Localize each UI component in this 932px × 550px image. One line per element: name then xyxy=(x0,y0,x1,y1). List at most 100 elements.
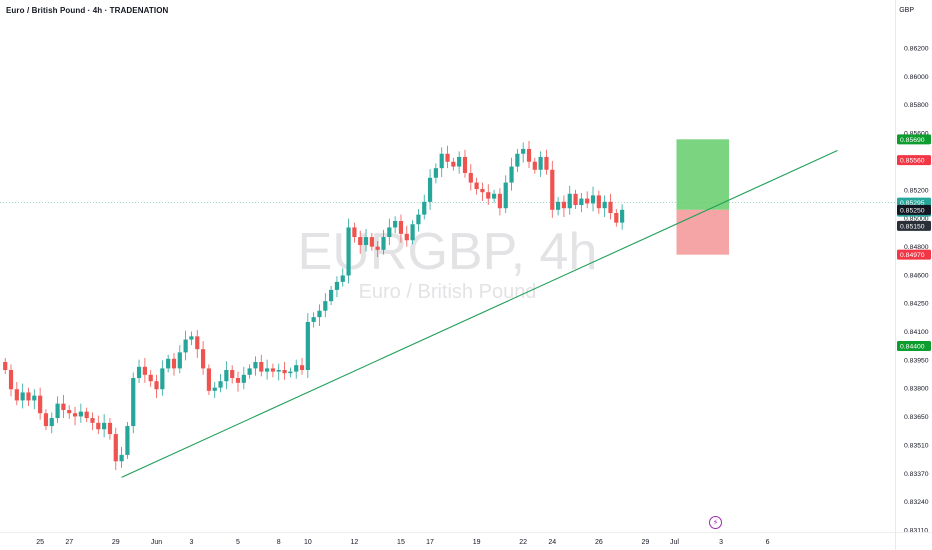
candle-body[interactable] xyxy=(381,237,386,250)
candle-body[interactable] xyxy=(358,237,363,246)
candle-body[interactable] xyxy=(317,310,322,318)
candle-body[interactable] xyxy=(486,192,491,199)
candle-body[interactable] xyxy=(84,411,89,419)
currency-label[interactable]: GBP xyxy=(899,7,914,14)
candle-body[interactable] xyxy=(614,213,619,223)
candle-body[interactable] xyxy=(72,413,78,417)
economic-event-icon[interactable]: ⚡ xyxy=(709,516,722,529)
candle-body[interactable] xyxy=(177,352,182,369)
stop-loss-zone[interactable] xyxy=(676,209,730,255)
candle-body[interactable] xyxy=(468,172,473,183)
candle-body[interactable] xyxy=(445,153,450,162)
candle-body[interactable] xyxy=(556,201,561,210)
candle-body[interactable] xyxy=(171,358,177,369)
candle-body[interactable] xyxy=(160,368,165,390)
candle-body[interactable] xyxy=(212,387,217,391)
candle-body[interactable] xyxy=(422,201,427,215)
candle-body[interactable] xyxy=(457,156,462,167)
candle-body[interactable] xyxy=(329,289,334,302)
candle-body[interactable] xyxy=(43,413,49,427)
candle-body[interactable] xyxy=(259,361,264,372)
candle-body[interactable] xyxy=(206,368,211,391)
candle-body[interactable] xyxy=(620,209,625,223)
candle-body[interactable] xyxy=(131,378,136,427)
candle-body[interactable] xyxy=(49,418,54,427)
candle-body[interactable] xyxy=(265,368,270,372)
candle-body[interactable] xyxy=(590,195,596,204)
candle-body[interactable] xyxy=(305,321,310,370)
candle-body[interactable] xyxy=(311,317,316,322)
candle-body[interactable] xyxy=(195,336,200,350)
candle-body[interactable] xyxy=(224,370,229,382)
candle-body[interactable] xyxy=(235,378,241,383)
candle-body[interactable] xyxy=(96,422,101,430)
candle-body[interactable] xyxy=(579,198,584,206)
candle-body[interactable] xyxy=(410,224,415,241)
candle-body[interactable] xyxy=(503,182,508,209)
candle-body[interactable] xyxy=(67,410,72,414)
candle-body[interactable] xyxy=(218,381,223,388)
price-badge-black[interactable] xyxy=(897,204,931,215)
candle-body[interactable] xyxy=(608,201,613,214)
candle-body[interactable] xyxy=(387,227,392,238)
candle-body[interactable] xyxy=(573,193,578,206)
candle-body[interactable] xyxy=(200,349,206,369)
candle-body[interactable] xyxy=(20,392,25,401)
candle-body[interactable] xyxy=(515,153,520,167)
candle-body[interactable] xyxy=(113,434,118,462)
price-badge-stop[interactable] xyxy=(897,155,931,166)
candle-body[interactable] xyxy=(148,374,153,382)
candle-body[interactable] xyxy=(38,395,43,414)
candle-body[interactable] xyxy=(532,161,537,170)
candle-body[interactable] xyxy=(125,426,130,455)
candle-body[interactable] xyxy=(439,153,444,169)
candle-body[interactable] xyxy=(550,169,555,210)
candle-body[interactable] xyxy=(346,227,351,276)
candle-body[interactable] xyxy=(340,275,345,282)
candle-body[interactable] xyxy=(90,418,95,423)
candle-body[interactable] xyxy=(462,156,468,173)
candle-body[interactable] xyxy=(107,422,113,435)
candle-body[interactable] xyxy=(247,368,252,375)
candle-body[interactable] xyxy=(189,336,194,340)
candle-body[interactable] xyxy=(363,237,369,246)
candle-body[interactable] xyxy=(183,339,188,353)
candle-body[interactable] xyxy=(119,454,124,462)
candle-body[interactable] xyxy=(497,193,502,209)
candle-body[interactable] xyxy=(55,403,60,419)
candle-body[interactable] xyxy=(602,201,607,209)
candle-body[interactable] xyxy=(544,156,549,170)
candle-body[interactable] xyxy=(369,237,374,247)
candle-body[interactable] xyxy=(474,182,479,189)
candle-body[interactable] xyxy=(8,370,14,390)
candle-body[interactable] xyxy=(521,148,526,154)
candle-body[interactable] xyxy=(561,201,567,209)
candle-body[interactable] xyxy=(270,368,276,372)
candle-body[interactable] xyxy=(154,381,159,390)
candle-body[interactable] xyxy=(14,389,19,401)
candle-body[interactable] xyxy=(567,193,572,209)
candle-body[interactable] xyxy=(61,403,66,411)
trendline[interactable] xyxy=(121,150,838,478)
candle-body[interactable] xyxy=(375,246,380,250)
price-badge-target[interactable] xyxy=(897,340,931,351)
candle-body[interactable] xyxy=(509,166,514,183)
candle-body[interactable] xyxy=(334,281,340,290)
candle-body[interactable] xyxy=(427,177,433,202)
candle-body[interactable] xyxy=(491,193,497,199)
candle-body[interactable] xyxy=(136,366,142,379)
candle-body[interactable] xyxy=(393,221,398,228)
candle-body[interactable] xyxy=(282,370,287,374)
candle-body[interactable] xyxy=(404,233,409,241)
candle-body[interactable] xyxy=(596,195,601,209)
candle-body[interactable] xyxy=(416,214,421,225)
candle-body[interactable] xyxy=(26,392,31,401)
price-badge-target[interactable] xyxy=(897,134,931,145)
profit-target-zone[interactable] xyxy=(676,139,730,210)
candle-body[interactable] xyxy=(398,221,404,234)
candle-body[interactable] xyxy=(538,156,543,170)
price-badge-stop[interactable] xyxy=(897,249,931,260)
candle-body[interactable] xyxy=(526,148,532,162)
symbol-title[interactable]: Euro / British Pound · 4h · TRADENATION xyxy=(6,6,169,15)
